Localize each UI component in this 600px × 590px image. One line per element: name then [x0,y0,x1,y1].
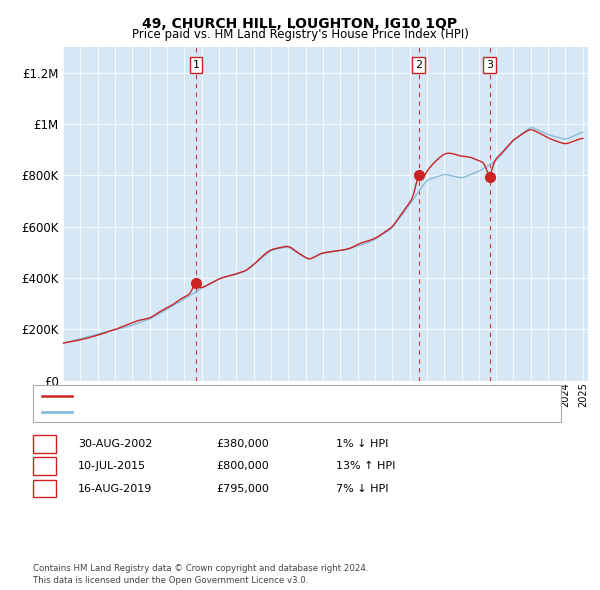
Text: £800,000: £800,000 [216,461,269,471]
Text: 1: 1 [41,437,48,450]
Text: HPI: Average price, detached house, Epping Forest: HPI: Average price, detached house, Eppi… [78,407,342,417]
Text: 30-AUG-2002: 30-AUG-2002 [78,439,152,448]
Text: 3: 3 [486,60,493,70]
Text: 1: 1 [193,60,199,70]
Text: 16-AUG-2019: 16-AUG-2019 [78,484,152,493]
Text: Contains HM Land Registry data © Crown copyright and database right 2024.
This d: Contains HM Land Registry data © Crown c… [33,565,368,585]
Text: 13% ↑ HPI: 13% ↑ HPI [336,461,395,471]
Text: 10-JUL-2015: 10-JUL-2015 [78,461,146,471]
Text: Price paid vs. HM Land Registry's House Price Index (HPI): Price paid vs. HM Land Registry's House … [131,28,469,41]
Text: 3: 3 [41,482,48,495]
Text: 2: 2 [41,460,48,473]
Text: 49, CHURCH HILL, LOUGHTON, IG10 1QP (detached house): 49, CHURCH HILL, LOUGHTON, IG10 1QP (det… [78,391,384,401]
Text: 7% ↓ HPI: 7% ↓ HPI [336,484,389,493]
Text: 1% ↓ HPI: 1% ↓ HPI [336,439,388,448]
Text: 2: 2 [415,60,422,70]
Text: £795,000: £795,000 [216,484,269,493]
Text: 49, CHURCH HILL, LOUGHTON, IG10 1QP: 49, CHURCH HILL, LOUGHTON, IG10 1QP [142,17,458,31]
Text: £380,000: £380,000 [216,439,269,448]
